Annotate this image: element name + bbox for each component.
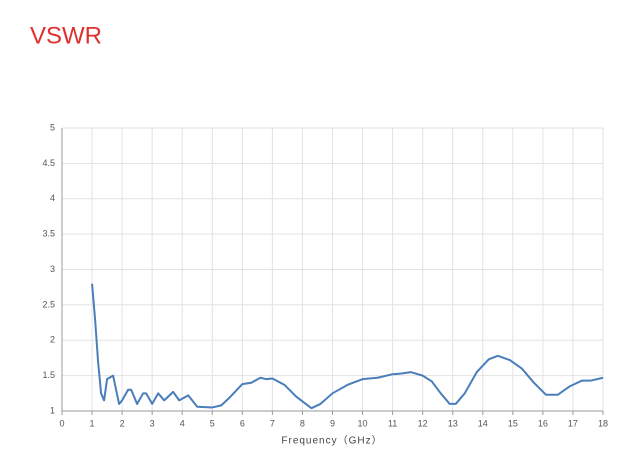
y-tick-label: 5 <box>50 122 55 132</box>
x-tick-label: 18 <box>598 418 608 428</box>
x-tick-label: 15 <box>508 418 518 428</box>
x-tick-label: 12 <box>418 418 428 428</box>
y-tick-label: 2 <box>50 335 55 345</box>
y-tick-label: 3 <box>50 264 55 274</box>
x-tick-label: 3 <box>150 418 155 428</box>
x-tick-label: 0 <box>59 418 64 428</box>
x-tick-label: 9 <box>330 418 335 428</box>
x-tick-label: 16 <box>538 418 548 428</box>
y-tick-label: 1 <box>50 405 55 415</box>
x-tick-label: 5 <box>210 418 215 428</box>
y-tick-label: 1.5 <box>42 370 55 380</box>
y-tick-label: 4.5 <box>42 158 55 168</box>
x-tick-label: 8 <box>300 418 305 428</box>
x-tick-label: 17 <box>568 418 578 428</box>
y-tick-label: 3.5 <box>42 229 55 239</box>
x-tick-label: 11 <box>388 418 397 428</box>
x-tick-label: 4 <box>180 418 185 428</box>
x-tick-label: 1 <box>90 418 95 428</box>
x-tick-label: 14 <box>478 418 488 428</box>
y-tick-label: 4 <box>50 193 55 203</box>
x-tick-label: 13 <box>448 418 458 428</box>
x-tick-label: 6 <box>240 418 245 428</box>
x-axis-label: Frequency（GHz） <box>281 435 382 447</box>
x-tick-label: 7 <box>270 418 275 428</box>
x-tick-label: 10 <box>358 418 368 428</box>
chart-title: VSWR <box>30 22 102 49</box>
data-line <box>91 283 604 410</box>
y-tick-label: 2.5 <box>42 299 55 309</box>
x-tick-label: 2 <box>120 418 125 428</box>
